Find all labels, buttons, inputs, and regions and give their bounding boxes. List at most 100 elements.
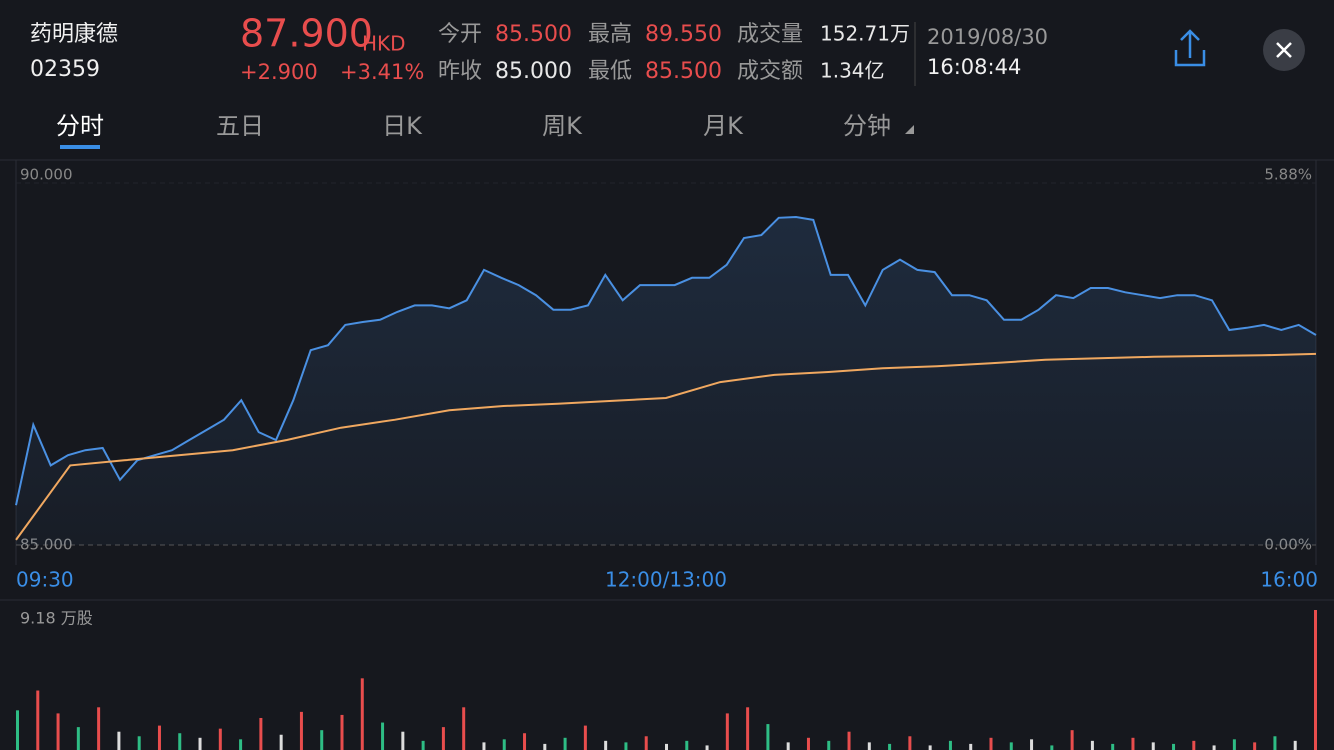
share-button[interactable] (1174, 29, 1206, 67)
volume-bar (766, 724, 770, 750)
volume-bar (746, 707, 750, 750)
volume-bar (381, 722, 385, 750)
volume-bar (56, 713, 60, 750)
stock-name: 药明康德 (30, 22, 118, 47)
volume-bar (218, 728, 222, 750)
volume-bar (563, 737, 567, 750)
stat-label: 昨收 (438, 59, 482, 84)
tab[interactable]: 月K (703, 112, 744, 140)
volume-bar (279, 734, 283, 750)
volume-bar (1253, 742, 1257, 750)
stat-label: 最低 (588, 59, 632, 84)
volume-bar (1212, 745, 1216, 750)
volume-bar (441, 727, 445, 750)
volume-bar (1192, 740, 1196, 750)
volume-bar (1131, 737, 1135, 750)
dropdown-triangle (905, 125, 914, 134)
volume-bar (1070, 730, 1074, 750)
volume-bar (178, 733, 182, 750)
volume-bar (1314, 610, 1317, 750)
volume-bar (685, 740, 689, 750)
y-tick-label: 90.000 (20, 166, 73, 184)
stat-value: 89.550 (645, 22, 722, 47)
volume-bar (16, 710, 19, 750)
volume-bar (117, 731, 121, 750)
volume-bar (705, 745, 709, 750)
stock-code: 02359 (30, 57, 100, 82)
volume-bar (644, 736, 648, 750)
volume-bar (1172, 743, 1176, 750)
stat-value: 85.500 (495, 22, 572, 47)
stat-label: 今开 (438, 22, 482, 47)
currency: HKD (362, 32, 406, 56)
volume-bar (725, 713, 729, 750)
x-tick-label: 09:30 (16, 568, 74, 592)
volume-bar (299, 711, 303, 750)
volume-bar (76, 727, 80, 750)
tab[interactable]: 分钟 (843, 112, 891, 140)
volume-bar (482, 742, 486, 750)
x-tick-label: 12:00/13:00 (605, 568, 727, 592)
stat-label: 成交量 (737, 22, 803, 47)
volume-bar (97, 707, 101, 750)
volume-bar (1050, 745, 1054, 750)
volume-bar (827, 740, 831, 750)
stat-value: 85.500 (645, 59, 722, 84)
price-line (15, 215, 1317, 506)
volume-bar (462, 707, 466, 750)
average-line (15, 352, 1317, 541)
volume-bar (1151, 742, 1155, 750)
volume-bar (1090, 740, 1094, 750)
volume-bar (1009, 742, 1013, 750)
volume-bar (665, 743, 668, 750)
volume-bar (1273, 736, 1277, 750)
close-x (1276, 42, 1292, 58)
stat-value: 1.34亿 (820, 59, 885, 83)
volume-bar (624, 742, 628, 750)
tab[interactable]: 周K (542, 112, 583, 140)
volume-bar (401, 731, 405, 750)
volume-bar (360, 678, 364, 750)
volume-bar (239, 739, 243, 750)
share-box (1174, 50, 1206, 67)
volume-bar (421, 740, 425, 750)
volume-bar (583, 725, 587, 750)
volume-bar (137, 736, 141, 750)
volume-bar (847, 731, 851, 750)
volume-bar (340, 714, 344, 750)
volume-bar (806, 737, 810, 750)
change: +2.900 (240, 60, 318, 84)
close-button[interactable] (1263, 29, 1305, 71)
volume-bar (867, 742, 871, 750)
x-tick-label: 16:00 (1260, 568, 1318, 592)
stat-value: 85.000 (495, 59, 572, 84)
tab[interactable]: 五日 (216, 112, 264, 140)
stat-label: 最高 (588, 22, 632, 47)
share-arrow (1180, 29, 1200, 58)
volume-bar (502, 739, 506, 750)
date: 2019/08/30 (927, 25, 1048, 49)
tab[interactable]: 日K (382, 112, 423, 140)
price-area (16, 217, 1316, 545)
volume-bar (786, 742, 790, 750)
volume-bar (36, 690, 40, 750)
volume-bar (157, 725, 161, 750)
active-tab-underline (60, 145, 100, 149)
price: 87.900 (240, 12, 373, 56)
volume-bar (1293, 740, 1297, 750)
volume-bar (259, 717, 263, 750)
volume-bar (888, 743, 892, 750)
volume-bar (969, 743, 973, 750)
volume-bar (989, 737, 993, 750)
volume-bar (1030, 739, 1034, 750)
y2-tick-label: 5.88% (1264, 166, 1312, 184)
stat-label: 成交额 (737, 59, 803, 84)
change-pct: +3.41% (340, 60, 424, 84)
stat-value: 152.71万 (820, 22, 910, 46)
volume-bar (1111, 743, 1115, 750)
volume-bar (320, 730, 324, 750)
volume-bar (543, 743, 547, 750)
tab[interactable]: 分时 (56, 112, 104, 140)
